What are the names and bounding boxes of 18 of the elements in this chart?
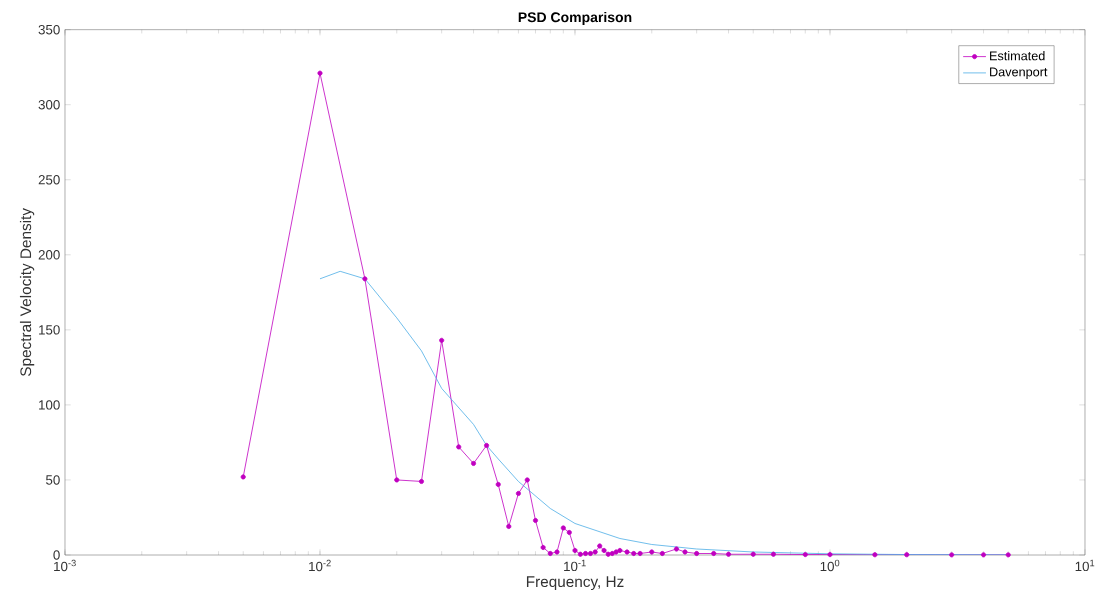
x-tick-label: 10$^{1}$ [1075,559,1095,572]
x-tick-label: 10$^{-3}$ [54,559,76,572]
x-tick-label: 10$^{-1}$ [564,559,586,572]
chart-title: PSD Comparison [518,11,632,25]
y-tick-label: 250 [38,175,60,185]
y-tick-label: 350 [38,24,60,35]
legend-label: Estimated [990,51,1045,61]
y-axis-title: Spectral Velocity Density [19,208,35,377]
y-tick-label: 50 [46,475,60,485]
x-tick-label: 10$^{0}$ [820,559,840,572]
legend-label: Davenport [990,67,1048,79]
y-tick-label: 0 [53,550,60,560]
x-axis-title: Frequency, Hz [526,576,624,591]
y-tick-label: 100 [39,400,60,410]
y-tick-label: 300 [38,100,60,110]
y-tick-label: 200 [38,250,60,260]
y-tick-label: 150 [39,325,60,335]
x-tick-label: 10$^{-2}$ [309,559,331,572]
